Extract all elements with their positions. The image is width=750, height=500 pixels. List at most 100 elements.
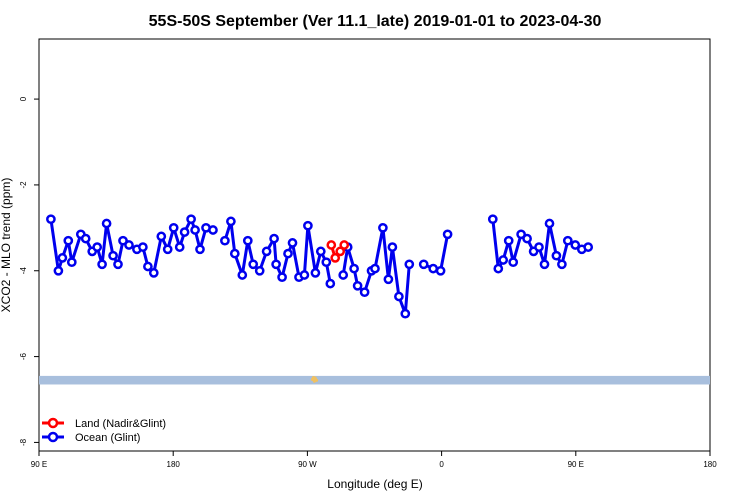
ocean-point: [277, 272, 287, 283]
ocean-point: [325, 278, 336, 289]
ocean-point: [66, 257, 77, 268]
ocean-point: [498, 255, 509, 265]
ocean-point: [57, 253, 68, 263]
y-tick-label: -2: [19, 181, 28, 189]
ocean-point: [562, 235, 573, 246]
ocean-point: [583, 242, 594, 252]
land-point: [335, 246, 346, 257]
ocean-point: [148, 268, 159, 278]
y-tick-label: -6: [19, 352, 28, 360]
ocean-point: [143, 261, 153, 272]
land-band-bar: [39, 375, 710, 385]
ocean-point: [283, 248, 293, 259]
ocean-point: [138, 242, 148, 252]
ocean-point: [80, 233, 91, 244]
ocean-point: [118, 235, 128, 246]
y-tick-label: -8: [19, 438, 28, 446]
ocean-point: [242, 235, 253, 246]
chart-title: 55S-50S September (Ver 11.1_late) 2019-0…: [149, 13, 602, 30]
ocean-point: [394, 291, 404, 302]
ocean-point: [516, 229, 526, 240]
ocean-point: [195, 244, 205, 255]
ocean-point: [370, 263, 380, 274]
ocean-point: [168, 222, 179, 233]
ocean-point: [186, 214, 196, 225]
ocean-point: [435, 265, 446, 276]
ocean-point: [522, 233, 532, 244]
ocean-point: [46, 214, 56, 225]
ocean-point: [378, 222, 388, 233]
x-tick-label: 90 W: [298, 460, 317, 469]
ocean-point: [404, 259, 415, 270]
ocean-point: [503, 235, 514, 246]
ocean-point: [261, 246, 272, 257]
ocean-point: [92, 242, 103, 252]
legend-ocean-marker: [47, 431, 59, 443]
ocean-point: [63, 235, 74, 246]
ocean-point: [544, 218, 555, 229]
ocean-point: [271, 259, 281, 270]
ocean-point: [383, 274, 394, 285]
ocean-point: [338, 270, 349, 280]
ocean-point: [124, 240, 134, 250]
legend: Land (Nadir&Glint) Ocean (Glint): [42, 417, 166, 444]
ocean-point: [156, 231, 167, 242]
ocean-point: [359, 287, 370, 298]
ocean-point: [226, 216, 236, 227]
ocean-point: [299, 270, 310, 280]
land-point: [326, 240, 337, 250]
ocean-point: [101, 218, 112, 229]
ocean-point: [487, 214, 498, 225]
ocean-point: [287, 238, 298, 248]
land-point: [339, 240, 350, 250]
ocean-series-line: [223, 219, 332, 284]
axes: 90 E 180 90 W 0 90 E 180 0 -2 -4 -6 -8: [19, 96, 717, 469]
x-tick-label: 0: [439, 460, 444, 469]
ocean-point: [321, 257, 332, 268]
ocean-point: [557, 259, 567, 270]
ocean-point: [113, 259, 123, 270]
ocean-point: [428, 263, 439, 274]
ocean-point: [208, 225, 218, 235]
x-tick-label: 180: [703, 460, 717, 469]
legend-land-label: Land (Nadir&Glint): [75, 418, 166, 430]
ocean-point: [508, 257, 519, 268]
ocean-point: [179, 227, 190, 237]
land-point: [330, 253, 341, 263]
ocean-point: [174, 242, 185, 252]
series-layer: [46, 214, 594, 319]
ocean-point: [387, 242, 398, 252]
ocean-point: [352, 280, 363, 291]
ocean-point: [418, 259, 429, 270]
x-tick-label: 180: [167, 460, 181, 469]
ocean-point: [254, 265, 265, 276]
y-tick-label: -4: [19, 267, 28, 275]
ocean-point: [315, 246, 326, 257]
y-tick-label: 0: [19, 96, 28, 101]
x-tick-label: 90 E: [31, 460, 47, 469]
land-band: [39, 375, 710, 385]
y-axis-title: XCO2 - MLO trend (ppm): [0, 178, 13, 313]
ocean-point: [53, 265, 64, 276]
ocean-point: [570, 240, 581, 250]
x-tick-label: 90 E: [568, 460, 584, 469]
ocean-point: [349, 263, 359, 274]
ocean-point: [162, 244, 173, 255]
ocean-point: [442, 229, 453, 240]
legend-ocean-label: Ocean (Glint): [75, 432, 140, 444]
ocean-point: [229, 248, 240, 259]
ocean-point: [400, 308, 411, 319]
ocean-point: [303, 220, 313, 231]
x-axis-title: Longitude (deg E): [327, 477, 422, 491]
ocean-point: [248, 259, 259, 270]
ocean-point: [534, 242, 544, 252]
ocean-point: [493, 263, 504, 274]
ocean-point: [108, 250, 118, 261]
ocean-point: [190, 225, 200, 235]
ocean-point: [237, 270, 248, 280]
ocean-point: [551, 250, 562, 261]
ocean-point: [539, 259, 550, 270]
land-band-marker: [312, 379, 316, 383]
ocean-point: [97, 259, 107, 270]
